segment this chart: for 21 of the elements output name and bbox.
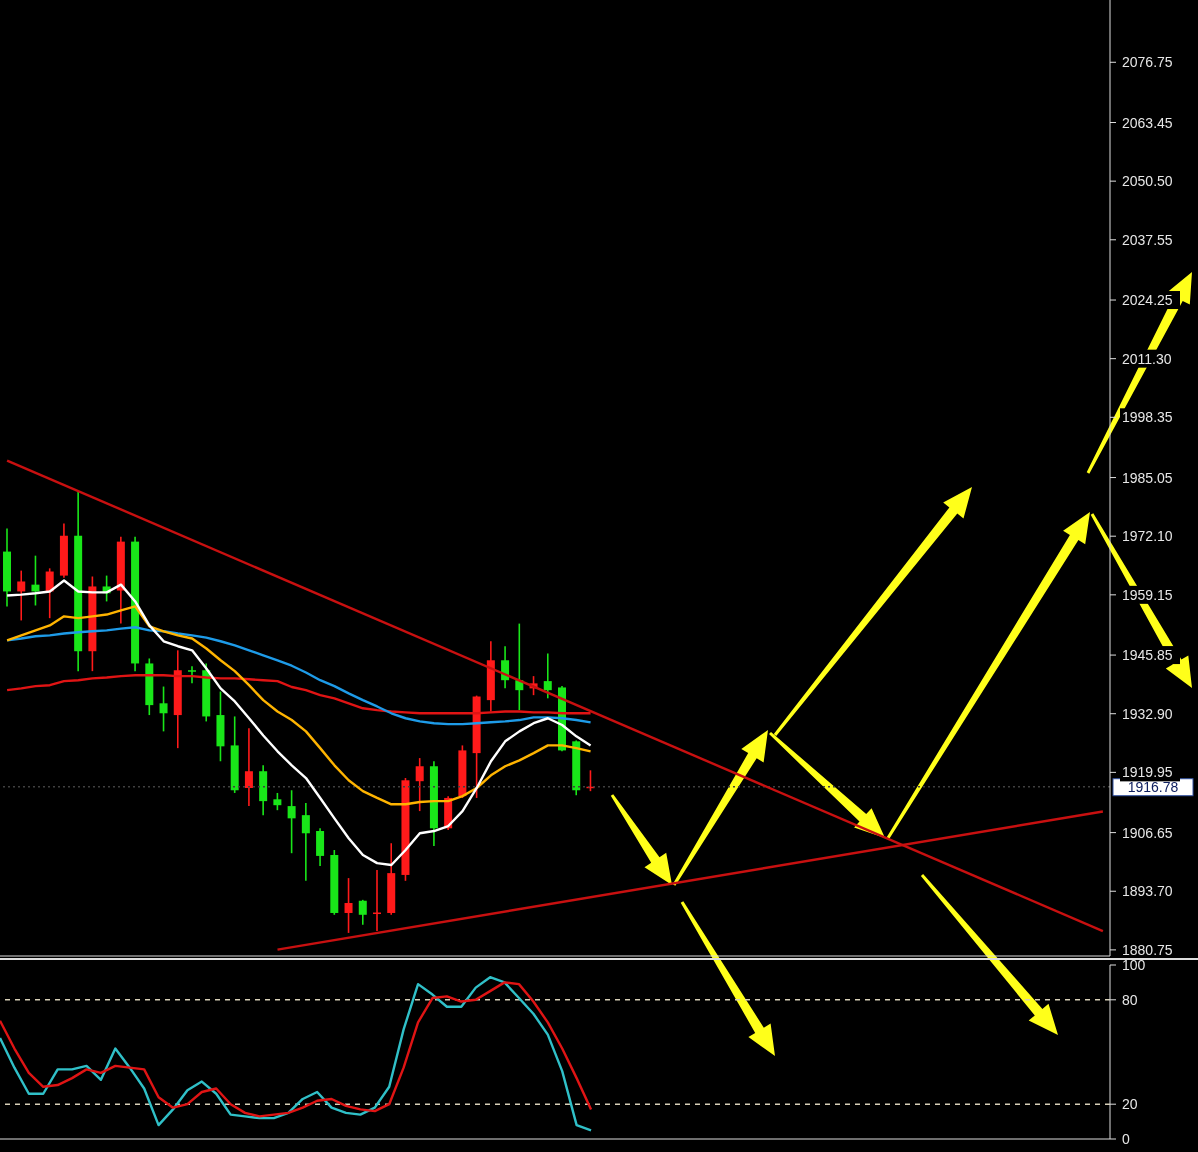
y-tick-label: 2024.25 — [1122, 292, 1173, 309]
y-tick-label: 1959.15 — [1122, 586, 1173, 603]
y-tick-label: 100 — [1122, 957, 1146, 973]
y-tick-label: 2050.50 — [1122, 173, 1173, 190]
y-tick-label: 0 — [1122, 1131, 1130, 1147]
y-tick-label: 20 — [1122, 1096, 1138, 1113]
y-tick-label: 2063.45 — [1122, 114, 1173, 131]
y-tick-label: 1880.75 — [1122, 941, 1173, 958]
y-tick-label: 80 — [1122, 991, 1138, 1008]
y-tick-label: 1932.90 — [1122, 705, 1173, 722]
y-tick-label: 1972.10 — [1122, 528, 1173, 545]
y-tick-label: 1945.85 — [1122, 647, 1173, 664]
y-tick-label: 1919.95 — [1122, 764, 1173, 781]
ref-line-label: 1916.78 — [1127, 778, 1179, 795]
y-tick-label: 2037.55 — [1122, 231, 1173, 248]
y-tick-label: 1893.70 — [1122, 883, 1173, 900]
y-tick-label: 1985.05 — [1122, 469, 1173, 486]
y-tick-label: 2011.30 — [1122, 350, 1172, 367]
y-tick-label: 1998.35 — [1122, 409, 1173, 426]
y-tick-label: 1906.65 — [1122, 824, 1173, 841]
y-tick-label: 2076.75 — [1122, 54, 1173, 71]
